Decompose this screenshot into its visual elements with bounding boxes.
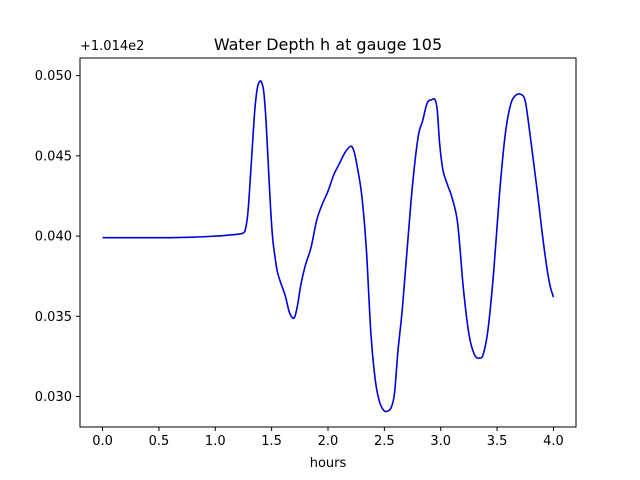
chart-title: Water Depth h at gauge 105	[214, 35, 442, 54]
y-offset-label: +1.014e2	[80, 39, 144, 54]
y-axis: 0.030 0.035 0.040 0.045 0.050	[35, 69, 80, 405]
axes-frame	[79, 57, 577, 428]
x-tick-label: 0.5	[149, 434, 170, 449]
x-tick-label: 2.0	[318, 434, 339, 449]
y-tick-label: 0.050	[35, 69, 72, 84]
x-tick-label: 3.5	[487, 434, 508, 449]
x-tick-label: 1.0	[205, 434, 226, 449]
y-tick-label: 0.045	[35, 149, 72, 164]
y-tick-label: 0.030	[35, 390, 72, 405]
x-axis: 0.0 0.5 1.0 1.5 2.0 2.5 3.0 3.5 4.0	[92, 427, 564, 449]
plot-area	[102, 80, 555, 413]
y-tick-label: 0.040	[35, 230, 72, 245]
x-tick-label: 2.5	[374, 434, 395, 449]
y-tick-label: 0.035	[35, 310, 72, 325]
x-tick-label: 1.5	[261, 434, 282, 449]
x-axis-label: hours	[310, 456, 347, 471]
x-tick-label: 3.0	[430, 434, 451, 449]
x-tick-label: 0.0	[92, 434, 113, 449]
x-tick-label: 4.0	[543, 434, 564, 449]
series-line	[102, 80, 555, 413]
